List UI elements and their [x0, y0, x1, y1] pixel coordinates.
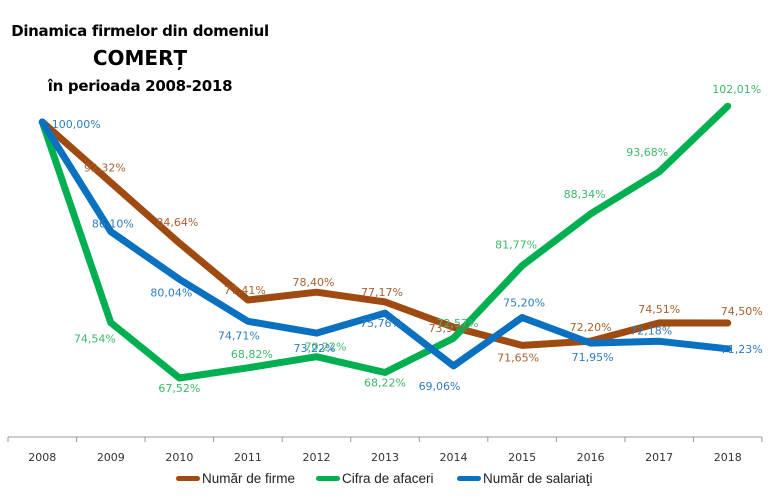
data-label-salariati: 73,22%	[293, 342, 335, 355]
legend-label-salariati: Număr de salariaţi	[483, 471, 593, 486]
data-label-cifra: 68,82%	[231, 348, 273, 361]
data-label-salariati: 71,23%	[721, 343, 763, 356]
data-label-firme: 74,50%	[721, 305, 763, 318]
x-tick-label: 2012	[302, 451, 330, 464]
x-tick-label: 2008	[28, 451, 56, 464]
x-tick-label: 2013	[371, 451, 399, 464]
legend-label-cifra: Cifra de afaceri	[342, 471, 434, 486]
data-label-cifra: 68,22%	[364, 376, 406, 389]
x-tick-label: 2018	[714, 451, 742, 464]
data-label-salariati: 75,20%	[503, 296, 545, 309]
series-line-cifra	[38, 102, 732, 382]
data-label-firme: 73,97%	[429, 322, 471, 335]
data-label-firme: 71,65%	[497, 351, 539, 364]
data-labels: 92,32% 84,64% 77,41% 78,40% 77,17% 73,97% 71,6…	[52, 83, 763, 395]
x-tick-label: 2016	[577, 451, 605, 464]
legend-swatch-firme	[176, 476, 200, 481]
data-label-cifra: 67,52%	[158, 382, 200, 395]
x-tick-label: 2009	[97, 451, 125, 464]
legend: Număr de firme Cifra de afaceri Număr de…	[0, 471, 775, 491]
data-label-salariati: 69,06%	[419, 380, 461, 393]
data-label-cifra: 70,22%	[304, 341, 346, 354]
x-tick-label: 2017	[645, 451, 673, 464]
x-axis: 2008 2009 2010 2011 2012 2013 2014 2015 2016 2017…	[7, 436, 763, 464]
x-tick-label: 2010	[165, 451, 193, 464]
data-label-firme: 78,40%	[292, 276, 334, 289]
x-tick-label: 2015	[508, 451, 536, 464]
series-line-firme	[38, 118, 732, 349]
chart-subtitle-sector: COMERȚ	[92, 46, 188, 70]
data-label-salariati: 80,04%	[150, 286, 192, 299]
data-label-salariati: 86,10%	[92, 218, 134, 231]
data-label-cifra: 72,57%	[437, 317, 479, 330]
data-label-firme: 74,51%	[638, 303, 680, 316]
data-label-salariati: 100,00%	[52, 118, 101, 131]
legend-label-firme: Număr de firme	[202, 471, 296, 486]
data-label-salariati: 71,95%	[572, 351, 614, 364]
x-tick-label: 2011	[234, 451, 262, 464]
legend-swatch-cifra	[316, 476, 340, 481]
data-label-salariati: 72,18%	[630, 324, 672, 337]
data-label-cifra: 88,34%	[564, 188, 606, 201]
legend-item-cifra: Cifra de afaceri	[316, 471, 434, 486]
data-label-cifra: 102,01%	[712, 83, 761, 96]
data-label-cifra: 93,68%	[626, 146, 668, 159]
series-line-salariati	[38, 118, 732, 370]
legend-swatch-salariati	[457, 476, 481, 481]
data-label-firme: 77,17%	[361, 286, 403, 299]
data-label-cifra: 74,54%	[74, 333, 116, 346]
data-label-firme: 84,64%	[156, 216, 198, 229]
legend-item-firme: Număr de firme	[176, 471, 295, 486]
data-label-firme: 92,32%	[84, 162, 126, 175]
data-label-cifra: 81,77%	[495, 239, 537, 252]
series-lines	[38, 102, 732, 382]
data-label-firme: 77,41%	[224, 284, 266, 297]
chart-title: Dinamica firmelor din domeniul	[11, 22, 269, 40]
data-label-salariati: 75,76%	[360, 317, 402, 330]
chart-subtitle-period: în perioada 2008-2018	[47, 77, 233, 95]
data-label-firme: 72,20%	[570, 321, 612, 334]
data-label-salariati: 74,71%	[218, 329, 260, 342]
legend-item-salariati: Număr de salariaţi	[457, 471, 593, 486]
x-tick-label: 2014	[440, 451, 468, 464]
